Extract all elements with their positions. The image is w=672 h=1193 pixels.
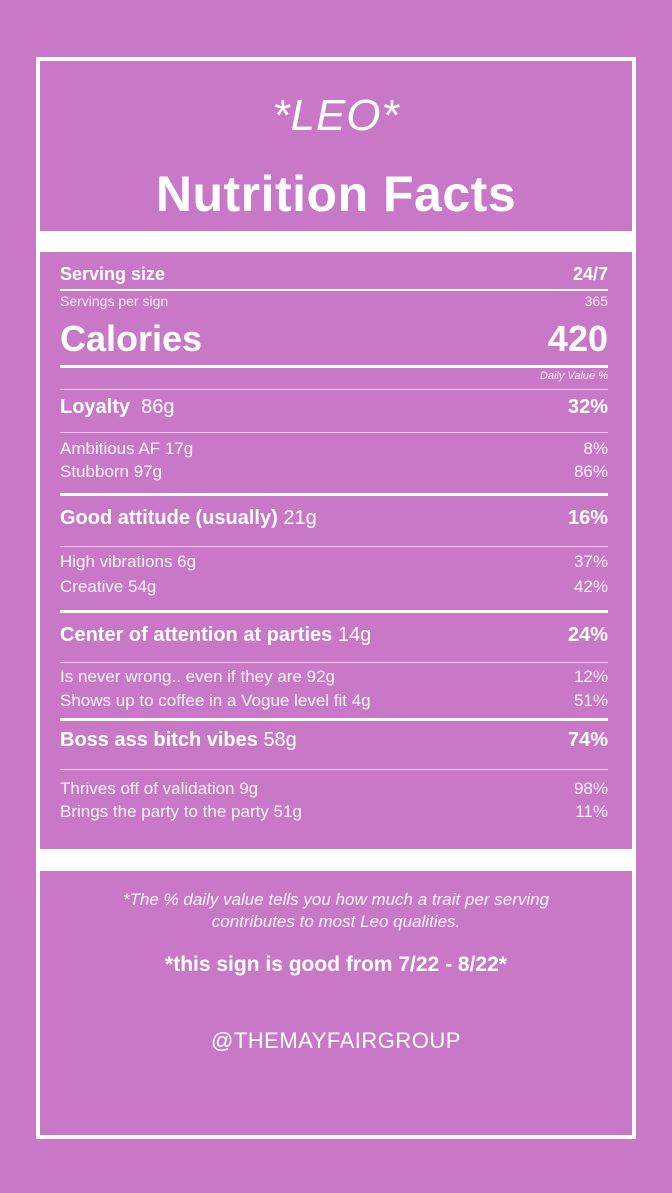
top-divider-bar (40, 231, 632, 252)
nutrient-sub-text: High vibrations 6g (60, 552, 197, 571)
nutrient-sub-text: Stubborn 97g (60, 462, 163, 481)
nutrient-sub-row: High vibrations 6g 37% (60, 552, 608, 572)
serving-size-label: Serving size (60, 264, 166, 284)
nutrient-amount: 14g (337, 624, 372, 646)
nutrient-dv: 74% (567, 729, 608, 751)
nutrient-sub-dv: 8% (583, 439, 608, 458)
servings-per-value: 365 (584, 293, 608, 309)
nutrient-sub-text: Ambitious AF 17g (60, 439, 194, 458)
nutrient-sub-dv: 11% (575, 802, 608, 821)
nutrient-amount: 21g (283, 507, 317, 529)
nutrient-sub-dv: 86% (573, 462, 608, 481)
nutrient-sub-text: Thrives off of validation 9g (60, 779, 259, 798)
divider-line (60, 662, 608, 663)
nutrient-sub-row: Is never wrong.. even if they are 92g 12… (60, 667, 608, 687)
bottom-divider-bar (40, 849, 632, 871)
divider-line (60, 610, 608, 613)
nutrient-sub-row: Shows up to coffee in a Vogue level fit … (60, 691, 608, 711)
daily-value-footnote: *The % daily value tells you how much a … (122, 890, 550, 931)
nutrient-main-row: Boss ass bitch vibes 58g 74% (60, 729, 608, 752)
brand-handle: @THEMAYFAIRGROUP (211, 1028, 461, 1053)
daily-value-note-row: Daily Value % (60, 370, 608, 382)
divider-line (60, 769, 608, 770)
divider-line (60, 289, 608, 291)
daily-value-note: Daily Value % (539, 370, 608, 382)
nutrient-sub-text: Brings the party to the party 51g (60, 802, 302, 821)
divider-line (60, 389, 608, 390)
facts-panel: Serving size 24/7 Servings per sign 365 … (60, 252, 608, 849)
calories-row: Calories 420 (60, 318, 608, 360)
nutrient-main-row: Center of attention at parties 14g 24% (60, 624, 608, 647)
nutrient-sub-row: Creative 54g 42% (60, 577, 608, 597)
nutrient-label: Boss ass bitch vibes (60, 729, 258, 751)
nutrition-label-frame: *LEO* Nutrition Facts Serving size 24/7 … (36, 57, 636, 1139)
servings-per-label: Servings per sign (60, 293, 169, 309)
nutrient-label: Center of attention at parties (60, 624, 333, 646)
nutrient-amount: 86g (141, 396, 175, 418)
nutrient-main-row: Good attitude (usually) 21g 16% (60, 507, 608, 530)
nutrient-sub-dv: 42% (573, 577, 608, 596)
nutrient-sub-dv: 51% (573, 691, 608, 710)
divider-line (60, 365, 608, 368)
sign-name: *LEO* (272, 91, 400, 140)
nutrient-amount: 58g (263, 729, 297, 751)
nutrient-sub-text: Is never wrong.. even if they are 92g (60, 667, 335, 686)
nutrient-sub-row: Brings the party to the party 51g 11% (60, 802, 608, 822)
serving-size-value: 24/7 (572, 264, 608, 284)
nutrient-sub-row: Ambitious AF 17g 8% (60, 439, 608, 459)
servings-per-row: Servings per sign 365 (60, 293, 608, 309)
serving-size-row: Serving size 24/7 (60, 264, 608, 285)
nutrient-dv: 16% (567, 507, 608, 529)
nutrient-sub-dv: 12% (573, 667, 608, 686)
nutrient-sub-dv: 98% (573, 779, 608, 798)
nutrient-dv: 32% (567, 396, 608, 418)
divider-line (60, 432, 608, 433)
nutrient-label: Good attitude (usually) (60, 507, 278, 529)
divider-line (60, 546, 608, 547)
nutrient-dv: 24% (567, 624, 608, 646)
label-footer: *The % daily value tells you how much a … (40, 871, 632, 1135)
nutrient-sub-text: Shows up to coffee in a Vogue level fit … (60, 691, 371, 710)
nutrient-main-row: Loyalty 86g 32% (60, 396, 608, 419)
sign-dates: *this sign is good from 7/22 - 8/22* (165, 953, 507, 976)
nutrient-sub-text: Creative 54g (60, 577, 157, 596)
calories-value: 420 (547, 318, 608, 359)
calories-label: Calories (60, 318, 203, 359)
nutrient-sub-row: Stubborn 97g 86% (60, 462, 608, 482)
nutrient-sub-dv: 37% (573, 552, 608, 571)
divider-line (60, 718, 608, 721)
divider-line (60, 493, 608, 496)
label-header: *LEO* Nutrition Facts (40, 61, 632, 231)
nutrient-label: Loyalty (60, 396, 131, 418)
nutrient-sub-row: Thrives off of validation 9g 98% (60, 779, 608, 799)
page-title: Nutrition Facts (155, 166, 517, 222)
